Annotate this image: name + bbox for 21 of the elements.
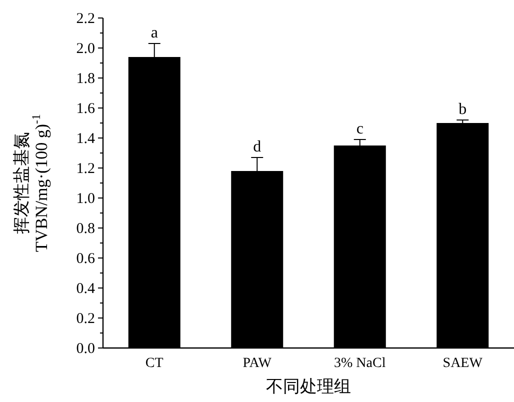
annotation: a — [150, 24, 158, 42]
annotation: c — [356, 120, 364, 138]
y-tick-label: 1.6 — [76, 101, 96, 117]
y-tick-label: 1.4 — [76, 131, 96, 147]
y-tick-label: 1.8 — [76, 71, 95, 87]
y-tick-label: 2.0 — [76, 41, 95, 57]
y-tick-label: 0.6 — [76, 251, 96, 267]
x-tick-label: 3% NaCl — [334, 356, 386, 371]
y-tick-label: 0.2 — [76, 311, 95, 327]
x-tick-label: PAW — [242, 356, 272, 371]
y-tick-label: 0.8 — [76, 221, 95, 237]
x-tick-label: CT — [145, 356, 164, 371]
y-tick-label: 0.0 — [76, 341, 95, 357]
y-tick-label: 1.2 — [76, 161, 95, 177]
y-tick-label: 1.0 — [76, 191, 95, 207]
y-tick-label: 0.4 — [76, 281, 96, 297]
x-axis-title: 不同处理组 — [266, 377, 351, 396]
annotation: d — [253, 138, 262, 156]
y-tick-label: 2.2 — [76, 11, 95, 27]
annotation: b — [458, 101, 467, 118]
x-tick-label: SAEW — [442, 356, 484, 371]
